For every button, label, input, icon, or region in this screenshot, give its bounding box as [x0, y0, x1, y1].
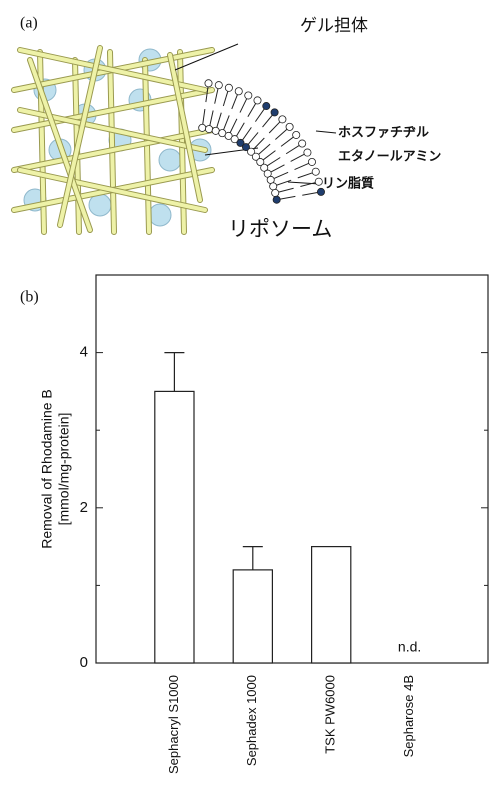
lipid-head	[311, 167, 320, 176]
lipid-head	[314, 177, 323, 186]
x-tick-label: Sepharose 4B	[401, 675, 416, 757]
lipid-head	[270, 108, 279, 117]
lipid-head	[298, 139, 307, 148]
lipid-head	[211, 126, 220, 135]
rod	[28, 58, 92, 232]
value-label: n.d.	[398, 639, 421, 655]
bar	[311, 545, 352, 664]
lipid-head	[230, 135, 239, 144]
leader	[174, 43, 239, 71]
pe-label: エタノールアミン	[338, 150, 441, 165]
lipid-head	[247, 147, 256, 156]
lipid-head	[234, 87, 243, 96]
lipid-head	[214, 81, 223, 90]
y-tick-label: 2	[80, 499, 88, 516]
lipid-head	[303, 148, 312, 157]
bead	[148, 203, 172, 227]
bead	[88, 193, 112, 217]
lipid-head	[307, 157, 316, 166]
lipid-head	[292, 130, 301, 139]
rod	[18, 168, 207, 212]
chart: 0 2 4 Removal of Rhodamine B [mmol/mg-protei…	[39, 274, 489, 774]
lipid-head	[224, 131, 233, 140]
x-tick-label: Sephadex 1000	[244, 675, 259, 766]
pe-label: ホスファチヂル	[338, 126, 429, 141]
lipid-label: リン脂質	[322, 176, 374, 192]
lipid-head	[244, 91, 253, 100]
lipid-head	[272, 195, 281, 204]
lipid-head	[236, 138, 245, 147]
x-tick-label: TSK PW6000	[323, 675, 338, 754]
y-axis-label-line: [mmol/mg-protein]	[56, 413, 72, 526]
y-tick-label: 4	[80, 344, 88, 361]
lipid-head	[253, 96, 262, 105]
lipid-head	[204, 79, 213, 88]
bead	[158, 148, 182, 172]
diagram	[11, 43, 337, 235]
lipid-head	[262, 102, 271, 111]
lipid-head	[205, 125, 214, 134]
leader	[287, 181, 321, 185]
lipid-head	[256, 158, 265, 167]
rod	[108, 50, 116, 234]
lipid-head	[271, 188, 280, 197]
plot-frame	[95, 274, 489, 664]
lipid-head	[251, 152, 260, 161]
bar	[232, 569, 273, 664]
liposome-label: リポソーム	[228, 217, 332, 241]
lipid-head	[241, 143, 250, 152]
panel-label: (b)	[20, 289, 39, 306]
y-tick-label: 0	[80, 654, 88, 671]
lipid-head	[278, 115, 287, 124]
bar	[154, 390, 195, 664]
panel-label: (a)	[20, 15, 38, 32]
rod	[58, 46, 102, 227]
lipid-head	[198, 123, 207, 132]
y-axis-label: Removal of Rhodamine B [mmol/mg-protein]	[39, 389, 72, 549]
gel-label: ゲル担体	[300, 16, 368, 36]
lipid-head	[269, 182, 278, 191]
lipid-head	[260, 163, 269, 172]
lipid-head	[285, 122, 294, 131]
lipid-head	[316, 187, 325, 196]
x-tick-label: Sephacryl S1000	[166, 675, 181, 774]
leader	[315, 130, 337, 134]
rod	[168, 53, 202, 202]
lipid-head	[224, 83, 233, 92]
y-axis-label-line: Removal of Rhodamine B	[39, 389, 55, 549]
rod	[12, 128, 214, 172]
